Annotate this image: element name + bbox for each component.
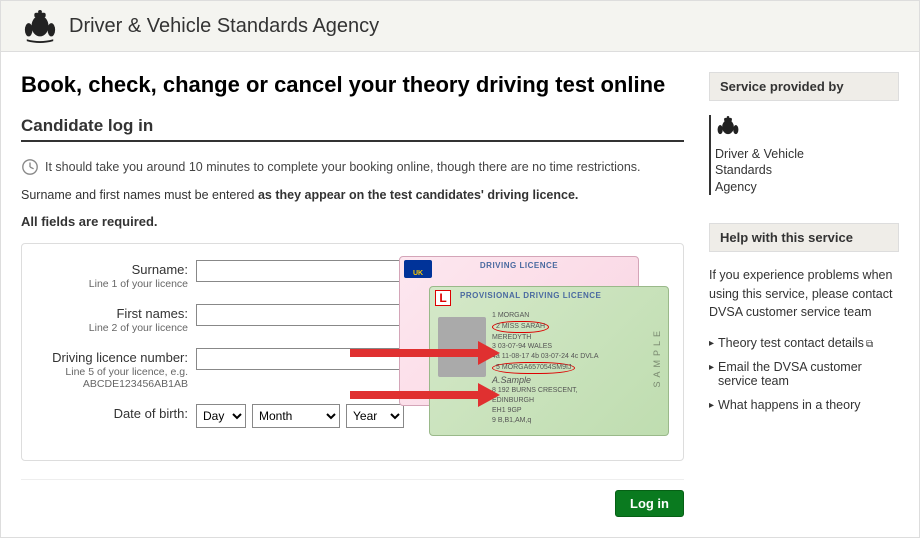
login-button[interactable]: Log in — [615, 490, 684, 517]
uk-flag-icon: UK — [404, 260, 432, 278]
licence-sublabel: Line 5 of your licence, e.g. ABCDE123456… — [36, 366, 188, 390]
clock-icon — [21, 158, 39, 176]
sidebar-agency-block: Driver & Vehicle Standards Agency — [709, 115, 899, 195]
section-title: Candidate log in — [21, 116, 684, 142]
page-header: Driver & Vehicle Standards Agency — [1, 1, 919, 52]
arrow-icon — [350, 341, 500, 365]
login-form: Surname: Line 1 of your licence First na… — [21, 243, 684, 461]
triangle-icon: ▸ — [709, 338, 714, 349]
sidebar-link-what-happens[interactable]: ▸ What happens in a theory — [709, 398, 899, 412]
firstnames-input[interactable] — [196, 304, 404, 326]
dob-day-select[interactable]: Day — [196, 404, 246, 428]
dob-year-select[interactable]: Year — [346, 404, 404, 428]
surname-sublabel: Line 1 of your licence — [36, 278, 188, 290]
triangle-icon: ▸ — [709, 400, 714, 411]
external-link-icon: ⧉ — [866, 339, 873, 350]
info-line: It should take you around 10 minutes to … — [21, 158, 684, 176]
licence-sample-image: UK DRIVING LICENCE L PROVISIONAL DRIVING… — [399, 256, 669, 426]
licence-label: Driving licence number: — [52, 350, 188, 365]
crest-icon — [715, 115, 741, 139]
dob-label: Date of birth: — [114, 406, 188, 421]
agency-title: Driver & Vehicle Standards Agency — [69, 15, 379, 38]
sidebar-provided-header: Service provided by — [709, 72, 899, 101]
licence-green-card: L PROVISIONAL DRIVING LICENCE 1 MORGAN 2… — [429, 286, 669, 436]
info-text: It should take you around 10 minutes to … — [45, 160, 641, 174]
sidebar-link-contact-details[interactable]: ▸ Theory test contact details⧉ — [709, 336, 899, 350]
required-text: All fields are required. — [21, 214, 684, 229]
l-plate-icon: L — [435, 290, 451, 306]
sidebar-help-text: If you experience problems when using th… — [709, 266, 899, 322]
main-content: Book, check, change or cancel your theor… — [21, 72, 684, 517]
firstnames-label: First names: — [116, 306, 188, 321]
instruction-text: Surname and first names must be entered … — [21, 188, 684, 202]
crest-icon — [21, 9, 59, 43]
arrow-icon — [350, 383, 500, 407]
page-title: Book, check, change or cancel your theor… — [21, 72, 684, 98]
sidebar: Service provided by Driver & Vehicle Sta… — [709, 72, 899, 517]
sidebar-help-header: Help with this service — [709, 223, 899, 252]
firstnames-sublabel: Line 2 of your licence — [36, 322, 188, 334]
surname-label: Surname: — [132, 262, 188, 277]
surname-input[interactable] — [196, 260, 404, 282]
licence-text-lines: 1 MORGAN 2 MISS SARAH MEREDYTH 3 03-07-9… — [492, 311, 599, 426]
dob-month-select[interactable]: Month — [252, 404, 340, 428]
sidebar-link-email[interactable]: ▸ Email the DVSA customer service team — [709, 360, 899, 388]
triangle-icon: ▸ — [709, 362, 714, 373]
